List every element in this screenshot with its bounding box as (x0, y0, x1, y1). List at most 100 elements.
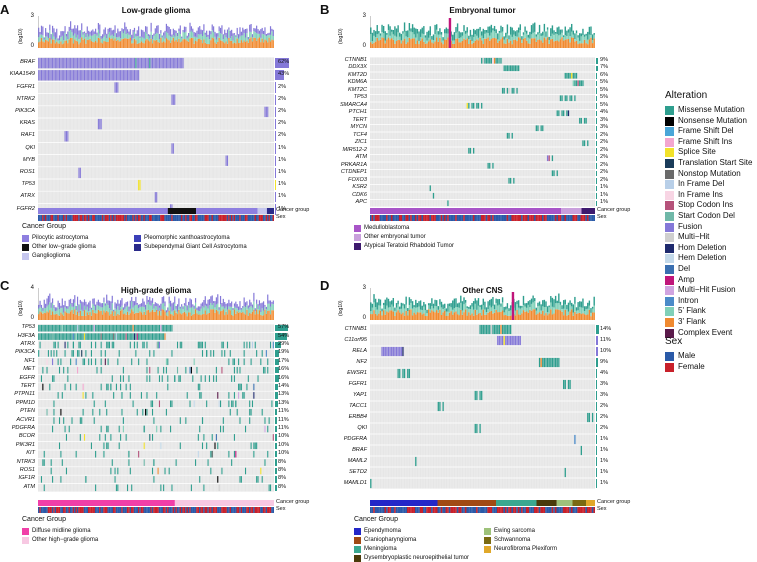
burden-bar-segment (575, 40, 578, 48)
burden-bar-segment (498, 40, 501, 48)
burden-bar-segment (447, 33, 449, 38)
burden-bar-segment (100, 307, 102, 311)
burden-bar-segment (432, 303, 435, 309)
burden-bar-segment (222, 309, 224, 320)
alteration-cell (243, 392, 245, 399)
burden-bar-segment (522, 295, 525, 305)
burden-bar-segment (67, 308, 69, 314)
burden-bar-segment (120, 307, 122, 311)
burden-bar-segment (497, 312, 499, 320)
sex-cell (81, 507, 83, 513)
burden-bar-segment (56, 37, 58, 42)
burden-bar-segment (257, 314, 259, 320)
burden-bar-segment (405, 310, 407, 320)
burden-bar-segment (240, 31, 242, 36)
burden-bar-segment (566, 309, 568, 316)
burden-bar-segment (218, 26, 220, 32)
burden-bar-segment (461, 40, 464, 48)
sex-cell (448, 507, 451, 513)
burden-bar-segment (63, 315, 65, 320)
burden-bar-segment (579, 312, 581, 320)
burden-bar-segment (175, 312, 177, 320)
alteration-legend-label: Amp (678, 274, 695, 284)
burden-bar-segment (542, 306, 544, 311)
alteration-cell (107, 358, 109, 366)
alteration-cell (82, 408, 84, 416)
burden-bar-segment (106, 294, 108, 304)
burden-bar-segment (125, 302, 127, 307)
burden-bar-segment (395, 36, 398, 42)
burden-bar-segment (83, 31, 86, 34)
alteration-cell (60, 57, 62, 69)
alteration-cell (506, 335, 509, 346)
burden-bar-segment (537, 306, 539, 314)
burden-bar-segment (387, 312, 390, 320)
burden-bar-segment (136, 302, 138, 305)
burden-bar-segment (86, 306, 88, 313)
burden-bar-segment (508, 42, 510, 48)
gene-percent: 14% (278, 383, 290, 389)
burden-bar-segment (561, 29, 563, 33)
alteration-cell (67, 375, 69, 382)
burden-bar-segment (122, 307, 124, 311)
alteration-cell (201, 350, 204, 357)
alteration-cell (57, 324, 59, 332)
burden-bar-segment (370, 314, 372, 320)
alteration-legend-label: In Frame Ins (678, 189, 723, 199)
alteration-cell (54, 341, 56, 349)
burden-bar-segment (214, 42, 216, 48)
burden-bar-segment (129, 37, 131, 48)
gene-label: EGFR (19, 374, 35, 381)
gene-percent: 8% (278, 458, 287, 465)
sex-cell (254, 507, 257, 513)
sex-cell (505, 507, 507, 513)
alteration-cell (60, 450, 62, 458)
gene-percent: 10% (600, 347, 612, 354)
sex-cell (566, 507, 568, 513)
sex-cell (566, 215, 568, 221)
burden-bar-segment (189, 38, 191, 48)
burden-bar-segment (497, 33, 499, 40)
sex-cell (54, 215, 57, 221)
burden-bar-segment (72, 306, 74, 314)
burden-bar-segment (562, 300, 565, 309)
alteration-cell (47, 333, 49, 340)
alteration-cell (160, 333, 162, 340)
burden-bar-segment (453, 298, 456, 309)
alteration-cell (97, 118, 99, 130)
sex-cell (264, 507, 266, 513)
gene-label: MET (23, 366, 35, 373)
burden-bar-segment (456, 31, 459, 39)
alteration-cell (476, 102, 478, 109)
gene-label: TCF4 (353, 131, 367, 138)
gene-frequency-bar (275, 434, 278, 441)
gene-frequency-bar (596, 457, 597, 466)
burden-bar-segment (250, 23, 252, 32)
sex-cell (96, 215, 98, 221)
burden-bar-segment (251, 34, 254, 38)
burden-bar-segment (196, 41, 198, 48)
alteration-cell (235, 400, 237, 408)
sex-cell (410, 215, 412, 221)
burden-bar-segment (569, 42, 571, 48)
alteration-cell (129, 341, 131, 349)
burden-bar-segment (463, 304, 465, 313)
alteration-cell (90, 70, 92, 81)
alteration-cell (43, 333, 45, 340)
alteration-cell (125, 434, 127, 441)
burden-bar-segment (99, 38, 101, 48)
burden-bar-segment (416, 302, 419, 308)
burden-bar-segment (204, 305, 206, 311)
burden-bar-segment (128, 34, 130, 39)
sex-cell (140, 215, 143, 221)
alteration-cell (474, 423, 476, 434)
sex-cell (553, 215, 555, 221)
alteration-cell (146, 366, 148, 374)
burden-bar-segment (435, 306, 438, 311)
alteration-cell (64, 383, 66, 391)
alteration-cell (82, 358, 84, 366)
sex-cell (260, 507, 262, 513)
alteration-legend-label: Missense Mutation (678, 105, 745, 114)
alteration-cell (165, 358, 167, 366)
burden-bar-segment (492, 30, 494, 39)
